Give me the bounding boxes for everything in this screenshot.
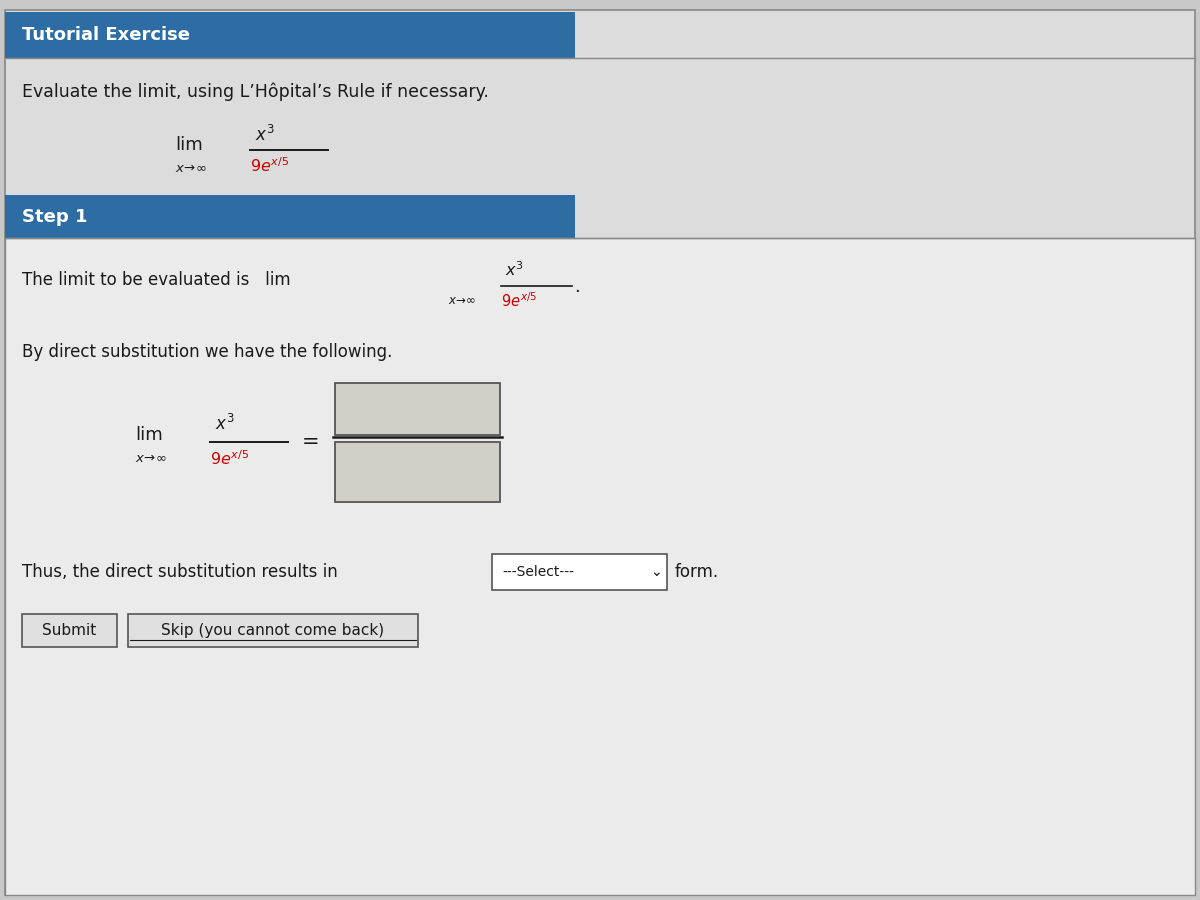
Text: $9e^{x/5}$: $9e^{x/5}$ bbox=[250, 157, 289, 176]
Text: By direct substitution we have the following.: By direct substitution we have the follo… bbox=[22, 343, 392, 361]
Text: lim: lim bbox=[134, 426, 163, 444]
FancyBboxPatch shape bbox=[5, 238, 1195, 895]
Text: $x\!\rightarrow\!\infty$: $x\!\rightarrow\!\infty$ bbox=[175, 161, 206, 175]
Text: =: = bbox=[302, 432, 319, 452]
Text: Step 1: Step 1 bbox=[22, 208, 88, 226]
FancyBboxPatch shape bbox=[5, 10, 1195, 895]
Text: $x\!\rightarrow\!\infty$: $x\!\rightarrow\!\infty$ bbox=[134, 452, 167, 464]
Text: lim: lim bbox=[175, 136, 203, 154]
Text: ⌄: ⌄ bbox=[650, 565, 661, 579]
FancyBboxPatch shape bbox=[128, 614, 418, 647]
Text: $x^3$: $x^3$ bbox=[505, 261, 523, 279]
FancyBboxPatch shape bbox=[335, 442, 500, 502]
Text: Tutorial Exercise: Tutorial Exercise bbox=[22, 26, 190, 44]
Text: Submit: Submit bbox=[42, 623, 97, 638]
Text: .: . bbox=[574, 278, 580, 296]
Text: $9e^{x/5}$: $9e^{x/5}$ bbox=[210, 450, 250, 468]
FancyBboxPatch shape bbox=[335, 383, 500, 435]
Text: $x^3$: $x^3$ bbox=[215, 414, 234, 434]
Text: $x^3$: $x^3$ bbox=[254, 125, 275, 145]
Text: Skip (you cannot come back): Skip (you cannot come back) bbox=[162, 623, 384, 638]
FancyBboxPatch shape bbox=[5, 195, 575, 238]
FancyBboxPatch shape bbox=[492, 554, 667, 590]
Text: $9e^{x/5}$: $9e^{x/5}$ bbox=[502, 292, 538, 310]
Text: ---Select---: ---Select--- bbox=[502, 565, 574, 579]
Text: The limit to be evaluated is   lim: The limit to be evaluated is lim bbox=[22, 271, 290, 289]
Text: form.: form. bbox=[674, 563, 719, 581]
Text: Evaluate the limit, using L’Hôpital’s Rule if necessary.: Evaluate the limit, using L’Hôpital’s Ru… bbox=[22, 83, 488, 102]
Text: Thus, the direct substitution results in: Thus, the direct substitution results in bbox=[22, 563, 337, 581]
Text: $x\!\rightarrow\!\infty$: $x\!\rightarrow\!\infty$ bbox=[448, 294, 476, 308]
FancyBboxPatch shape bbox=[22, 614, 118, 647]
FancyBboxPatch shape bbox=[5, 12, 575, 58]
